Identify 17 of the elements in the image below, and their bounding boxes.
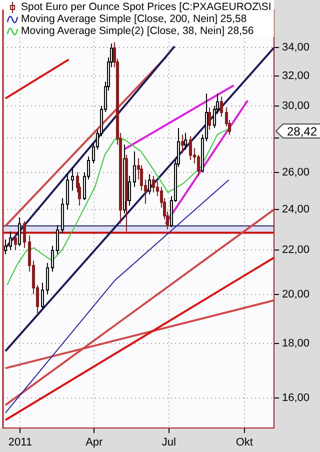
y-tick-label: 18,00 [282,337,310,350]
y-tick-label: 26,00 [282,166,310,178]
y-tick-label: 32,00 [282,70,310,82]
x-tick-label: 2011 [8,436,32,449]
y-tick-label: 22,00 [282,244,310,256]
y-tick-label: 16,00 [282,392,310,404]
x-tick-label: Jul [162,436,176,449]
legend-label: Moving Average Simple(2) [Close, 38, Nein] 28,56 [21,25,254,37]
y-tick-label: 30,00 [282,100,310,112]
text: 28,42 [287,124,318,138]
y-tick-label: 34,00 [282,42,310,54]
legend-label: Spot Euro per Ounce Spot Prices [C:PXAGEUROZ\SI [21,1,272,13]
y-tick-label: 24,00 [282,204,310,216]
y-tick-label: 20,00 [282,288,310,300]
legend-label: Moving Average Simple [Close, 200, Nein] 25,58 [21,13,247,25]
x-tick-label: Okt [236,436,253,449]
x-tick-label: Apr [86,436,104,449]
